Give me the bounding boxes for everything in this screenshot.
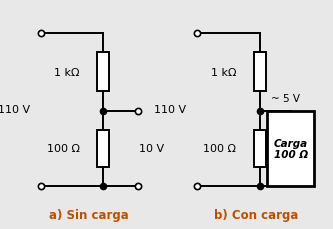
- Text: 100 Ω: 100 Ω: [47, 144, 80, 154]
- Text: 1 kΩ: 1 kΩ: [54, 68, 80, 77]
- Bar: [254, 53, 266, 92]
- Text: Carga
100 Ω: Carga 100 Ω: [274, 138, 308, 160]
- Text: 10 V: 10 V: [139, 144, 165, 154]
- Text: b) Con carga: b) Con carga: [213, 208, 298, 221]
- Text: 110 V: 110 V: [154, 105, 186, 115]
- Text: 1 kΩ: 1 kΩ: [211, 68, 236, 77]
- Bar: [267, 111, 314, 186]
- Bar: [97, 53, 109, 92]
- Bar: [254, 130, 266, 167]
- Bar: [97, 130, 109, 167]
- Text: a) Sin carga: a) Sin carga: [49, 208, 129, 221]
- Text: 110 V: 110 V: [0, 105, 30, 115]
- Text: 100 Ω: 100 Ω: [203, 144, 236, 154]
- Text: ~ 5 V: ~ 5 V: [271, 94, 300, 104]
